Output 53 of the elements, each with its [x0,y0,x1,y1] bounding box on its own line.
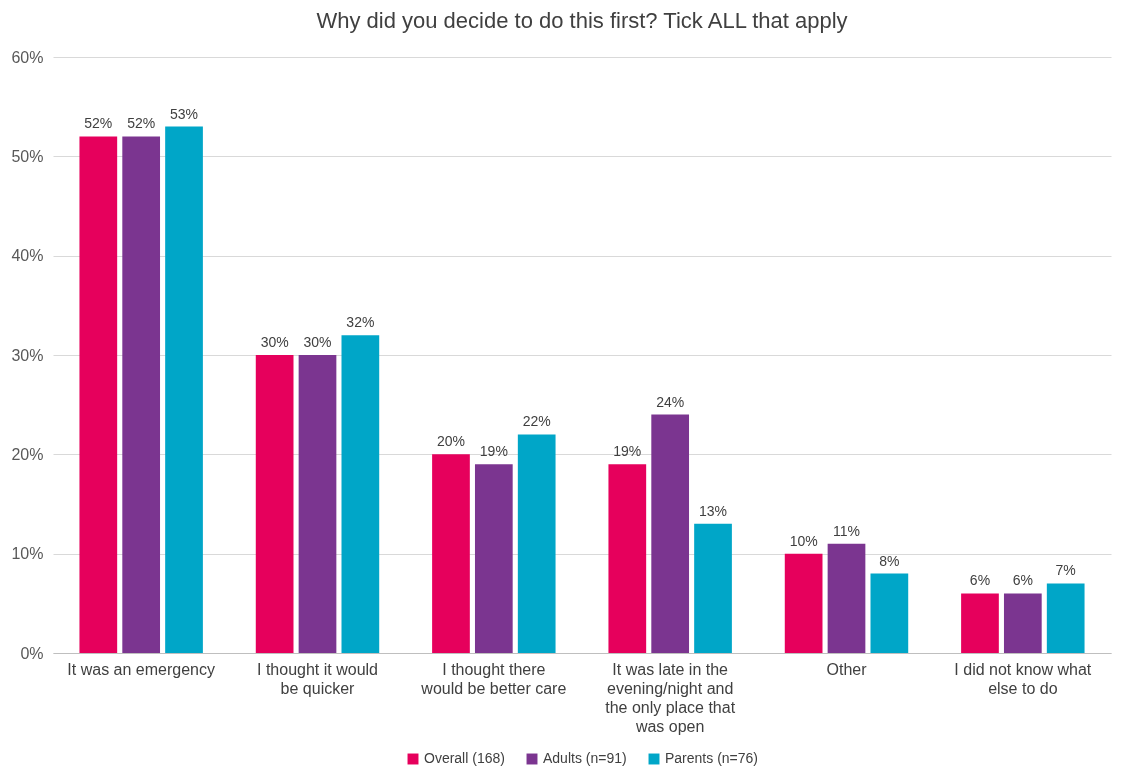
bar [341,335,380,653]
bar [255,355,294,653]
data-label: 52% [127,115,156,132]
bar [870,573,909,653]
bar [298,355,337,653]
y-tick-label: 40% [11,247,44,265]
y-tick-label: 30% [11,346,44,364]
data-label: 30% [260,334,289,350]
data-label: 8% [879,552,900,569]
bar [122,136,161,653]
legend-label: Parents (n=76) [665,750,758,766]
y-tick-label: 60% [11,48,44,66]
y-tick-label: 0% [20,644,44,662]
bar [651,414,690,653]
data-label: 20% [436,433,465,450]
bar [961,593,999,653]
y-tick-label: 20% [11,445,44,463]
x-tick-label: Other [826,660,868,678]
data-label: 6% [969,572,991,589]
bar [79,136,118,653]
data-label: 52% [84,115,113,132]
x-tick-label: It was an emergency [67,660,215,678]
data-label: 7% [1055,562,1076,579]
bar [517,434,556,653]
x-tick-label: I thought there would be better care [420,660,567,697]
data-label: 22% [522,413,551,430]
bar [827,543,866,653]
y-tick-label: 10% [11,545,44,563]
chart-title: Why did you decide to do this first? Tick ALL that apply [316,8,848,33]
data-label: 13% [699,502,728,519]
x-tick-label: I did not know what else to do [954,660,1092,697]
data-label: 6% [1012,572,1033,589]
bar [432,454,470,653]
data-label: 19% [479,443,508,460]
bar [474,464,513,653]
bar [1003,593,1042,653]
bar [165,126,203,653]
legend-label: Adults (n=91) [543,750,627,766]
data-label: 19% [613,443,642,460]
data-label: 32% [346,314,375,331]
x-tick-label: I thought it would be quicker [257,660,378,697]
legend-label: Overall (168) [424,750,505,766]
data-label: 11% [833,522,860,539]
bar [694,523,732,653]
data-label: 30% [303,334,332,350]
y-tick-label: 50% [11,147,44,165]
data-label: 10% [789,532,818,549]
bar [1046,583,1085,653]
bar [784,553,823,653]
data-label: 24% [656,393,685,410]
data-label: 53% [170,105,199,122]
x-tick-label: It was late in the evening/night and the only place that was open [605,660,736,735]
bar [608,464,647,653]
